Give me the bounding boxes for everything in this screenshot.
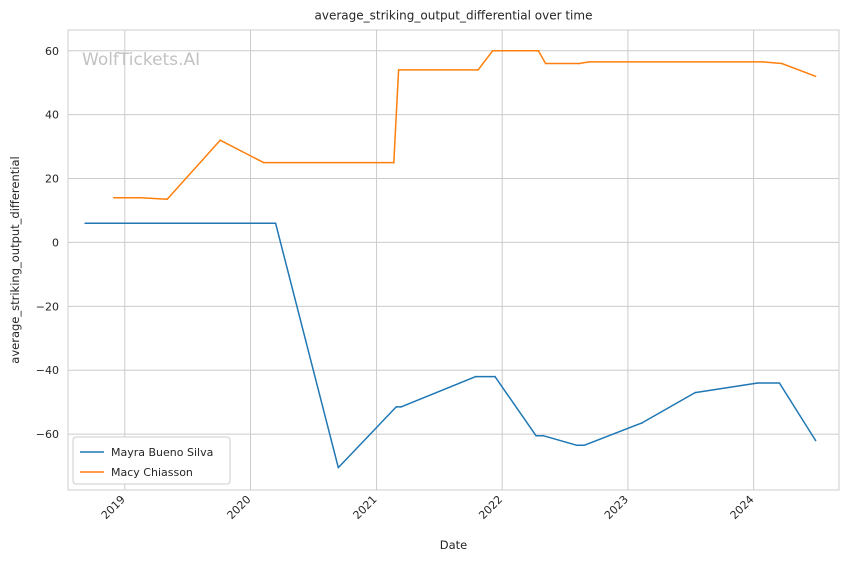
y-tick-label: −40 xyxy=(36,364,59,377)
legend: Mayra Bueno Silva Macy Chiasson xyxy=(72,436,231,485)
data-point-mayra-bueno-silva xyxy=(576,444,578,447)
x-axis-title: Date xyxy=(440,538,468,552)
data-point-mayra-bueno-silva xyxy=(535,434,537,437)
y-tick-label: −60 xyxy=(36,428,59,441)
data-point-mayra-bueno-silva xyxy=(583,444,585,447)
chart-title: average_striking_output_differential ove… xyxy=(315,9,593,23)
data-point-macy-chiasson xyxy=(393,161,395,164)
data-point-mayra-bueno-silva xyxy=(474,375,477,378)
data-point-macy-chiasson xyxy=(537,50,540,52)
y-tick-label: 60 xyxy=(45,45,59,58)
data-point-mayra-bueno-silva xyxy=(694,391,696,394)
data-point-macy-chiasson xyxy=(544,62,547,65)
data-point-macy-chiasson xyxy=(113,196,115,199)
series-lines xyxy=(84,50,817,469)
y-tick-label: 0 xyxy=(52,236,59,249)
y-tick-label: 40 xyxy=(45,109,59,122)
data-point-macy-chiasson xyxy=(477,69,479,71)
data-point-mayra-bueno-silva xyxy=(84,222,86,225)
data-point-macy-chiasson xyxy=(491,50,494,52)
data-point-macy-chiasson xyxy=(578,62,581,65)
y-tick-label: −20 xyxy=(36,300,59,313)
plot-area xyxy=(67,29,840,491)
data-point-macy-chiasson xyxy=(166,198,168,201)
data-point-mayra-bueno-silva xyxy=(641,422,643,424)
data-point-mayra-bueno-silva xyxy=(395,406,398,408)
data-point-macy-chiasson xyxy=(140,196,142,199)
y-axis-title: average_striking_output_differential xyxy=(8,156,22,363)
data-point-mayra-bueno-silva xyxy=(400,406,402,408)
data-point-macy-chiasson xyxy=(588,61,590,63)
data-point-mayra-bueno-silva xyxy=(274,222,277,225)
gridlines xyxy=(68,30,839,490)
legend-label-macy-chiasson: Macy Chiasson xyxy=(111,466,193,479)
data-point-macy-chiasson xyxy=(761,61,764,63)
data-point-macy-chiasson xyxy=(781,62,783,65)
series-line-macy-chiasson xyxy=(113,50,816,201)
data-point-mayra-bueno-silva xyxy=(814,439,817,442)
data-point-macy-chiasson xyxy=(397,69,400,71)
data-point-mayra-bueno-silva xyxy=(756,382,759,384)
legend-label-mayra-bueno-silva: Mayra Bueno Silva xyxy=(111,446,213,459)
series-line-mayra-bueno-silva xyxy=(85,222,817,469)
data-point-mayra-bueno-silva xyxy=(337,466,340,469)
data-point-mayra-bueno-silva xyxy=(494,375,496,378)
y-tick-label: 20 xyxy=(45,173,59,186)
data-point-mayra-bueno-silva xyxy=(542,434,544,437)
legend-box xyxy=(72,436,231,485)
data-point-macy-chiasson xyxy=(814,75,817,78)
watermark: WolfTickets.AI xyxy=(82,50,200,70)
data-point-mayra-bueno-silva xyxy=(778,382,781,384)
data-point-macy-chiasson xyxy=(219,139,221,141)
data-point-macy-chiasson xyxy=(262,161,265,164)
